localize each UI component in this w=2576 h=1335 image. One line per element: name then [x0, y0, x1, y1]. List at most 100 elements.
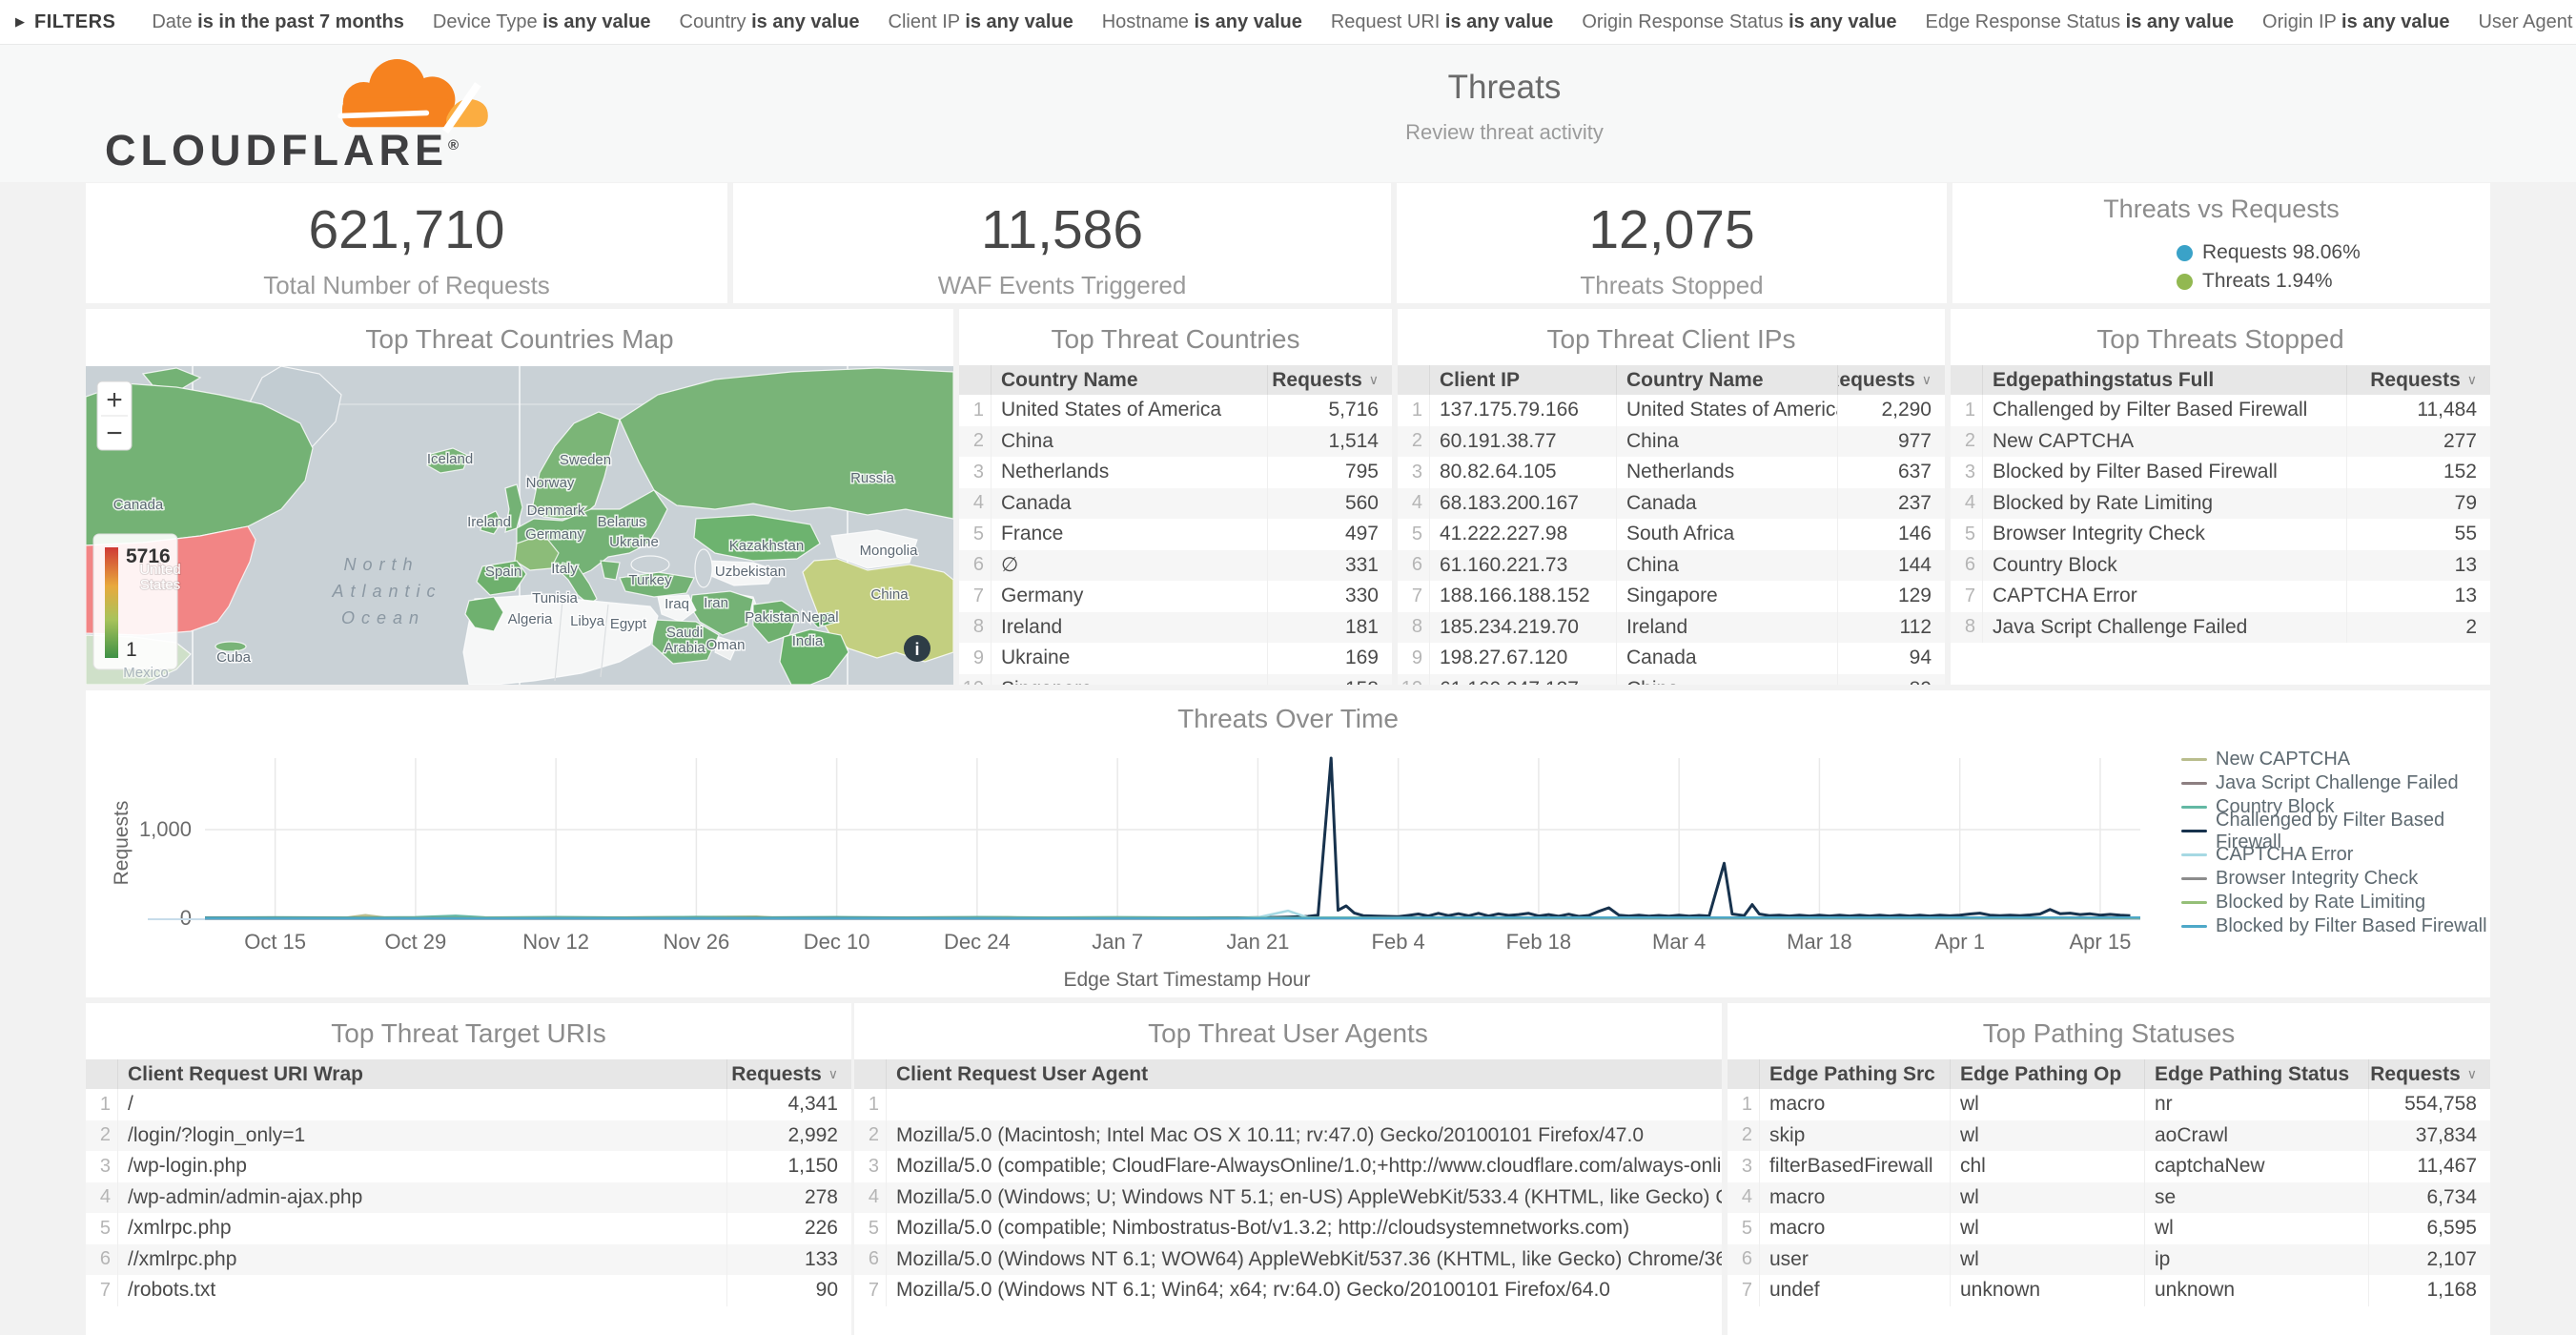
table-cell: 1,514 — [1328, 429, 1379, 452]
table-row: 1 macro wl nr 554,758 — [1728, 1089, 2490, 1120]
table-cell: 1,168 — [2426, 1279, 2477, 1302]
table-cell: Blocked by Rate Limiting — [1983, 487, 2347, 519]
kpi-waf-events: 11,586 WAF Events Triggered — [733, 183, 1391, 303]
column-header[interactable]: Client IP — [1430, 365, 1617, 395]
column-header[interactable]: Requests∨ — [731, 1062, 838, 1085]
legend-item[interactable]: New CAPTCHA — [2181, 748, 2490, 771]
table-body: 1 United States of America 5,716 2 China 1,51… — [959, 395, 1392, 685]
table-body: 1 137.175.79.166 United States of America 2… — [1398, 395, 1945, 685]
legend-label: Blocked by Rate Limiting — [2216, 892, 2426, 913]
page-title: Threats — [1447, 69, 1562, 106]
filter-chip[interactable]: Country is any value — [679, 10, 860, 32]
threats-vs-requests-panel: Threats vs Requests Requests 98.06% Threa… — [1952, 183, 2490, 303]
legend-dot-icon — [2177, 273, 2193, 290]
filters-expand-icon: ▶ — [15, 14, 25, 29]
chart-svg[interactable]: Oct 15 Oct 29 Nov 12 Nov 26 Dec 10 Dec 24 Jan … — [86, 690, 2490, 997]
legend-item[interactable]: Java Script Challenge Failed — [2181, 771, 2490, 795]
filter-chip[interactable]: Request URI is any value — [1330, 10, 1554, 32]
table-row: 5 41.222.227.98 South Africa 146 — [1398, 519, 1945, 550]
table-cell: Mozilla/5.0 (Windows; U; Windows NT 5.1;… — [896, 1185, 1722, 1208]
table-header[interactable]: Client Request User Agent — [854, 1059, 1722, 1089]
table-cell: chl — [1951, 1151, 2145, 1182]
table-cell: Singapore — [992, 673, 1268, 685]
column-header[interactable]: Client Request URI Wrap — [118, 1059, 727, 1089]
table-row: 7 Mozilla/5.0 (Windows NT 6.1; Win64; x64… — [854, 1275, 1722, 1306]
table-row: 7 undef unknown unknown 1,168 — [1728, 1275, 2490, 1306]
table-cell: 80.82.64.105 — [1430, 457, 1617, 488]
filter-chip[interactable]: Edge Response Status is any value — [1925, 10, 2235, 32]
table-cell: 554,758 — [2404, 1093, 2477, 1116]
map-zoom-control[interactable]: + − — [96, 380, 133, 451]
filter-chip[interactable]: Date is in the past 7 months — [152, 10, 404, 32]
column-header[interactable]: Requests∨ — [1272, 368, 1379, 391]
filter-chip[interactable]: Client IP is any value — [888, 10, 1073, 32]
table-cell: 237 — [1897, 491, 1932, 514]
filter-chip[interactable]: Origin Response Status is any value — [1582, 10, 1897, 32]
map-zoom-out-button[interactable]: − — [106, 418, 123, 449]
table-cell: wl — [1951, 1213, 2145, 1244]
legend-item[interactable]: Blocked by Filter Based Firewall — [2181, 914, 2490, 938]
table-cell: New CAPTCHA — [1983, 425, 2347, 457]
table-cell: wl — [2145, 1213, 2369, 1244]
sort-caret-icon: ∨ — [1368, 372, 1379, 387]
table-cell: Mozilla/5.0 (Windows NT 6.1; Win64; x64;… — [896, 1279, 1610, 1302]
legend-swatch-icon — [2181, 853, 2207, 856]
column-header[interactable]: Country Name — [1617, 365, 1838, 395]
filter-chip[interactable]: User Agent is any value — [2478, 10, 2576, 32]
map-country-label: Mexico — [123, 665, 169, 681]
ocean-label-line1: North — [343, 555, 419, 574]
threats-over-time-panel: Threats Over Time Oct 15 Oct 29 Nov 12 Nov … — [86, 690, 2490, 997]
column-header[interactable]: Edge Pathing Src — [1760, 1059, 1951, 1089]
legend-label: New CAPTCHA — [2216, 749, 2351, 770]
donut-legend-item[interactable]: Threats 1.94% — [2177, 270, 2490, 293]
table-header[interactable]: Country Name Requests ∨ — [959, 365, 1392, 395]
world-map[interactable]: North Atlantic Ocean + − — [86, 365, 953, 685]
table-row: 5 Browser Integrity Check 55 — [1951, 519, 2490, 550]
table-row: 8 Java Script Challenge Failed 2 — [1951, 611, 2490, 643]
column-header[interactable]: Client Request User Agent — [896, 1062, 1149, 1085]
table-row: 3 filterBasedFirewall chl captchaNew 11,467 — [1728, 1151, 2490, 1182]
top-threat-target-uris-table: Top Threat Target URIs Client Request UR… — [86, 1003, 851, 1335]
legend-item[interactable]: Challenged by Filter Based Firewall — [2181, 810, 2490, 852]
table-cell: 13 — [2454, 585, 2477, 607]
map-info-button[interactable]: i — [904, 635, 930, 662]
kpi-value: 11,586 — [980, 199, 1144, 260]
filter-chip[interactable]: Origin IP is any value — [2262, 10, 2450, 32]
column-header[interactable]: Edge Pathing Status — [2145, 1059, 2369, 1089]
legend-item[interactable]: Browser Integrity Check — [2181, 867, 2490, 891]
legend-item[interactable]: CAPTCHA Error — [2181, 843, 2490, 867]
legend-item[interactable]: Blocked by Rate Limiting — [2181, 891, 2490, 914]
map-country-label: Libya — [570, 613, 605, 629]
legend-label: CAPTCHA Error — [2216, 844, 2354, 865]
legend-label: Country Block — [2216, 796, 2335, 817]
map-country-label: Saudi Arabia — [664, 625, 705, 656]
column-header[interactable]: Requests∨ — [2370, 368, 2477, 391]
table-header[interactable]: Client Request URI Wrap Requests ∨ — [86, 1059, 851, 1089]
table-row: 9 Ukraine 169 — [959, 643, 1392, 674]
column-header[interactable]: Edge Pathing Op — [1951, 1059, 2145, 1089]
column-header[interactable]: Requests∨ — [2370, 1062, 2477, 1085]
filters-toggle[interactable]: ▶ FILTERS — [15, 11, 115, 33]
map-country-label: Denmark — [527, 503, 585, 519]
legend-item[interactable]: Country Block — [2181, 795, 2490, 819]
donut-legend-item[interactable]: Requests 98.06% — [2177, 241, 2490, 264]
table-row: 4 Blocked by Rate Limiting 79 — [1951, 487, 2490, 519]
table-header[interactable]: Edge Pathing Src Edge Pathing Op Edge Path… — [1728, 1059, 2490, 1089]
table-row: 4/wp-admin/admin-ajax.php 278 — [86, 1181, 851, 1213]
column-header[interactable]: Edgepathingstatus Full — [1983, 365, 2347, 395]
y-tick-label: 0 — [180, 906, 192, 930]
filter-chip[interactable]: Hostname is any value — [1101, 10, 1302, 32]
x-tick-label: Nov 12 — [522, 930, 589, 954]
panel-title: Top Threats Stopped — [2096, 324, 2344, 354]
table-header[interactable]: Edgepathingstatus Full Requests ∨ — [1951, 365, 2490, 395]
top-threats-stopped-table: Top Threats Stopped Edgepathingstatus Fu… — [1951, 309, 2490, 685]
column-header[interactable]: Country Name — [992, 365, 1268, 395]
table-cell: Netherlands — [1617, 457, 1838, 488]
x-tick-label: Nov 26 — [664, 930, 730, 954]
legend-label: Challenged by Filter Based Firewall — [2216, 809, 2445, 852]
column-header[interactable]: Requests∨ — [1838, 368, 1932, 391]
top-pathing-statuses-table: Top Pathing Statuses Edge Pathing Src Edg… — [1728, 1003, 2490, 1335]
map-zoom-in-button[interactable]: + — [106, 384, 123, 416]
filter-chip[interactable]: Device Type is any value — [432, 10, 651, 32]
